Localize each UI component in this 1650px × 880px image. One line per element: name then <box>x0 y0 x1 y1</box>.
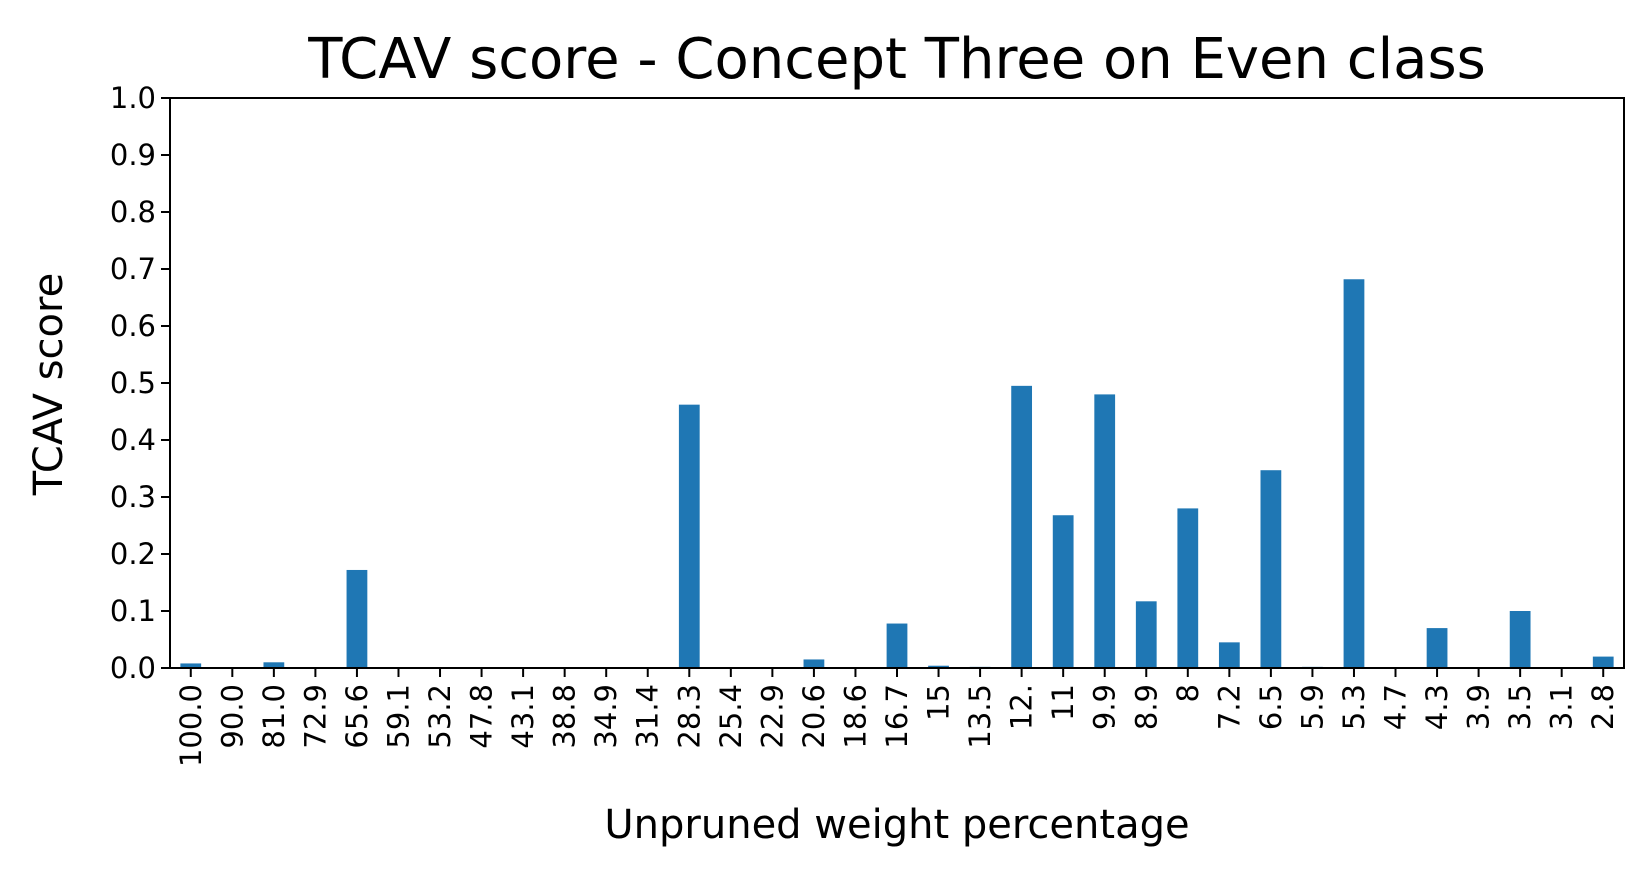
y-tick-label-4: 0.4 <box>110 423 156 457</box>
bar-26 <box>1260 470 1282 668</box>
x-tick-label-33: 3.1 <box>1545 684 1579 730</box>
x-tick-label-2: 81.0 <box>257 684 291 749</box>
x-axis-ticks: 100.0 90.0 81.0 72.9 65.6 59.1 53.2 47.8 43.1 38.… <box>174 668 1620 767</box>
x-tick-label-32: 3.5 <box>1503 684 1537 730</box>
bar-24 <box>1177 508 1199 668</box>
y-tick-label-3: 0.3 <box>110 480 156 514</box>
x-tick-label-29: 4.7 <box>1379 684 1413 730</box>
x-tick-label-26: 6.5 <box>1254 684 1288 730</box>
x-tick-label-15: 20.6 <box>797 684 831 749</box>
x-tick-label-4: 65.6 <box>340 684 374 749</box>
x-tick-label-9: 38.8 <box>548 684 582 749</box>
bar-4 <box>346 569 368 668</box>
bar-23 <box>1135 601 1157 668</box>
x-tick-label-23: 8.9 <box>1129 684 1163 730</box>
x-tick-label-22: 9.9 <box>1088 684 1122 730</box>
y-tick-label-9: 0.9 <box>110 138 156 172</box>
x-tick-label-28: 5.3 <box>1337 684 1371 730</box>
bar-2 <box>263 662 285 668</box>
x-tick-label-18: 15 <box>922 684 956 721</box>
x-tick-label-1: 90.0 <box>215 684 249 749</box>
x-tick-label-27: 5.9 <box>1295 684 1329 730</box>
bar-21 <box>1052 515 1074 668</box>
x-tick-label-12: 28.3 <box>672 684 706 749</box>
y-tick-label-0: 0.0 <box>110 651 156 685</box>
x-tick-label-17: 16.7 <box>880 684 914 749</box>
x-tick-label-13: 25.4 <box>714 684 748 749</box>
x-tick-label-7: 47.8 <box>465 684 499 749</box>
y-tick-label-7: 0.7 <box>110 252 156 286</box>
bar-18 <box>928 665 949 668</box>
x-tick-label-10: 34.9 <box>589 684 623 749</box>
x-tick-label-34: 2.8 <box>1586 684 1620 730</box>
x-tick-label-31: 3.9 <box>1462 684 1496 730</box>
bar-20 <box>1011 385 1033 668</box>
x-tick-label-5: 59.1 <box>381 684 415 749</box>
bar-17 <box>886 623 908 668</box>
x-tick-label-20: 12. <box>1005 684 1039 730</box>
x-tick-label-25: 7.2 <box>1212 684 1246 730</box>
x-axis-label: Unpruned weight percentage <box>604 802 1189 848</box>
bar-25 <box>1218 642 1240 668</box>
bar-12 <box>678 404 700 668</box>
x-tick-label-16: 18.6 <box>838 684 872 749</box>
bar-34 <box>1592 656 1614 668</box>
plot-frame <box>169 97 1625 669</box>
bar-22 <box>1094 394 1116 668</box>
x-tick-label-11: 31.4 <box>631 684 665 749</box>
y-tick-label-6: 0.6 <box>110 309 156 343</box>
bars-group <box>180 279 1614 668</box>
x-tick-label-30: 4.3 <box>1420 684 1454 730</box>
chart-title: TCAV score - Concept Three on Even class <box>307 27 1486 92</box>
y-tick-label-2: 0.2 <box>110 537 156 571</box>
x-tick-label-8: 43.1 <box>506 684 540 749</box>
x-tick-label-24: 8 <box>1171 684 1205 702</box>
y-tick-label-5: 0.5 <box>110 366 156 400</box>
x-tick-label-6: 53.2 <box>423 684 457 749</box>
x-tick-label-14: 22.9 <box>755 684 789 749</box>
x-tick-label-19: 13.5 <box>963 684 997 749</box>
y-tick-label-10: 1.0 <box>110 81 156 115</box>
bar-30 <box>1426 628 1448 668</box>
bar-32 <box>1509 611 1531 668</box>
x-tick-label-21: 11 <box>1046 684 1080 721</box>
y-axis-ticks: 0.0 0.1 0.2 0.3 0.4 0.5 0.6 0.7 0.8 0.9 1.0 <box>110 81 170 685</box>
x-tick-label-3: 72.9 <box>298 684 332 749</box>
bar-15 <box>803 659 825 668</box>
y-axis-label: TCAV score <box>26 273 72 496</box>
bar-28 <box>1343 279 1365 668</box>
y-tick-label-8: 0.8 <box>110 195 156 229</box>
bar-0 <box>180 663 202 668</box>
x-tick-label-0: 100.0 <box>174 684 208 767</box>
y-tick-label-1: 0.1 <box>110 594 156 628</box>
